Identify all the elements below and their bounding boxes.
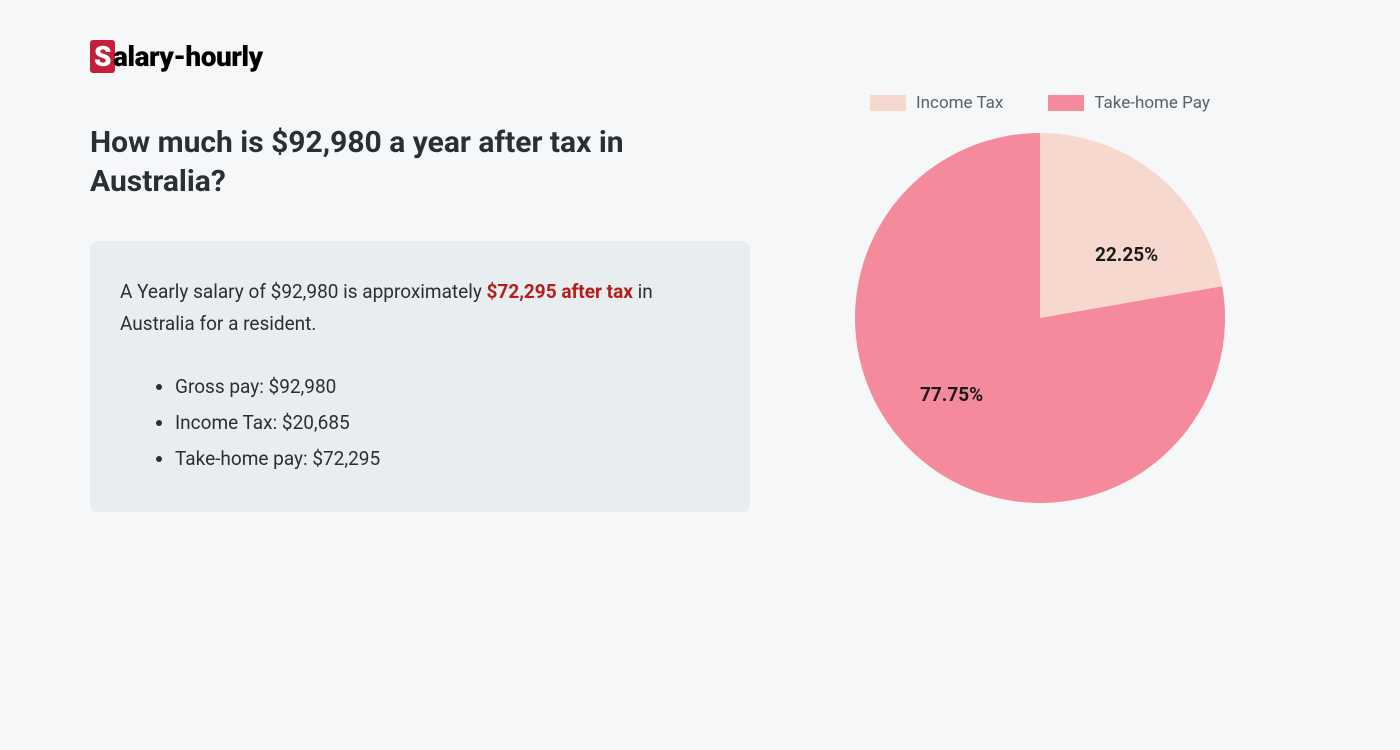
chart-column: Income Tax Take-home Pay 22.25% 77.75% — [830, 93, 1250, 512]
legend-label: Take-home Pay — [1094, 93, 1210, 113]
chart-legend: Income Tax Take-home Pay — [870, 93, 1210, 113]
site-logo: Salary-hourly — [90, 40, 1310, 73]
slice-label-take-home: 77.75% — [920, 383, 983, 406]
list-item: Take-home pay: $72,295 — [175, 441, 720, 477]
page-title: How much is $92,980 a year after tax in … — [90, 123, 750, 201]
breakdown-list: Gross pay: $92,980 Income Tax: $20,685 T… — [120, 369, 720, 477]
summary-box: A Yearly salary of $92,980 is approximat… — [90, 241, 750, 512]
slice-label-income-tax: 22.25% — [1095, 243, 1158, 266]
summary-highlight: $72,295 after tax — [487, 280, 633, 303]
legend-swatch — [1048, 95, 1084, 111]
summary-paragraph: A Yearly salary of $92,980 is approximat… — [120, 276, 720, 341]
pie-chart: 22.25% 77.75% — [855, 133, 1225, 503]
pie-svg — [855, 133, 1225, 503]
legend-item-income-tax: Income Tax — [870, 93, 1003, 113]
list-item: Gross pay: $92,980 — [175, 369, 720, 405]
legend-label: Income Tax — [916, 93, 1003, 113]
text-column: How much is $92,980 a year after tax in … — [90, 123, 750, 512]
list-item: Income Tax: $20,685 — [175, 405, 720, 441]
main-content: How much is $92,980 a year after tax in … — [90, 123, 1310, 512]
legend-swatch — [870, 95, 906, 111]
logo-text: alary-hourly — [113, 40, 263, 73]
legend-item-take-home: Take-home Pay — [1048, 93, 1210, 113]
summary-prefix: A Yearly salary of $92,980 is approximat… — [120, 280, 487, 303]
logo-badge: S — [90, 40, 115, 73]
